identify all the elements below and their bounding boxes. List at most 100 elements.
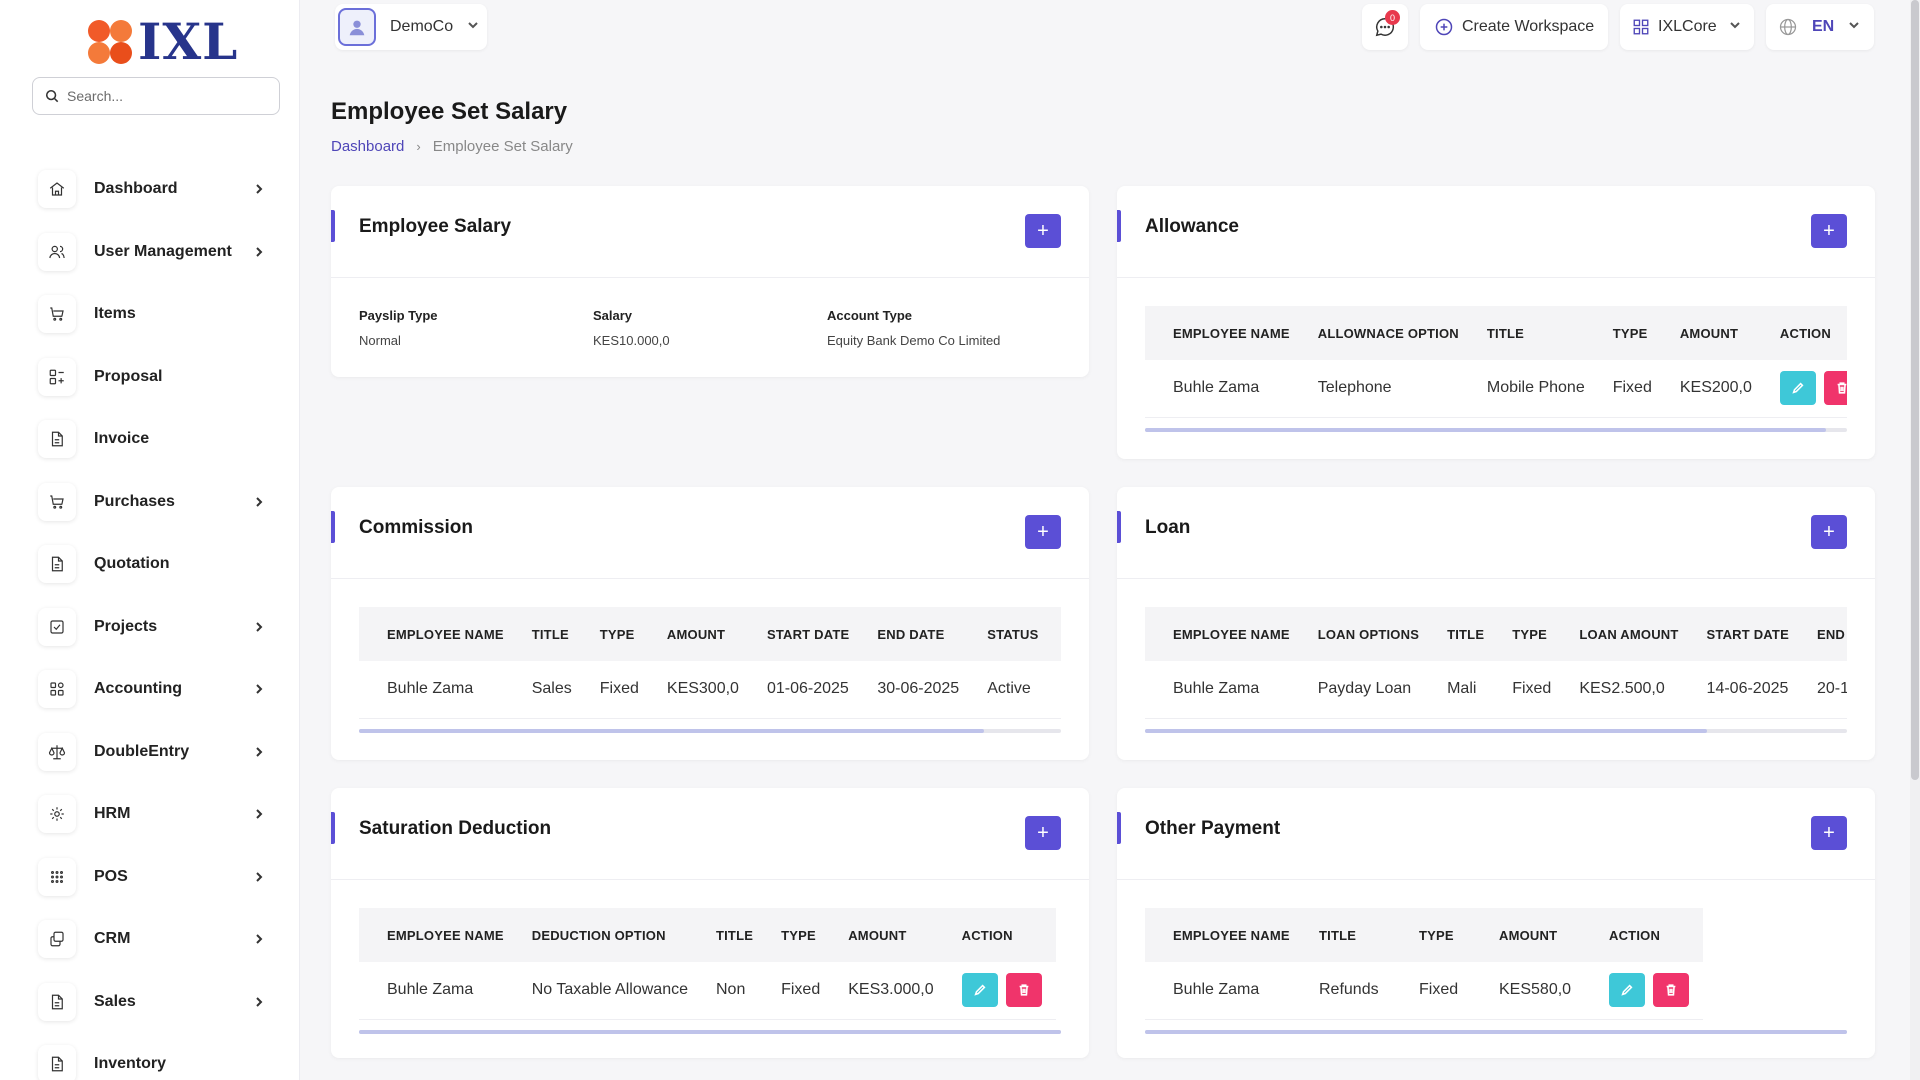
chevron-right-icon bbox=[252, 745, 266, 759]
sidebar-item-crm[interactable]: CRM bbox=[38, 908, 278, 971]
user-icon bbox=[349, 20, 365, 36]
scrollbar-thumb[interactable] bbox=[1145, 728, 1707, 733]
card-title: Commission bbox=[359, 517, 474, 538]
sidebar-item-label: HRM bbox=[94, 805, 131, 823]
field-value: KES10.000,0 bbox=[593, 333, 670, 348]
breadcrumb-current: Employee Set Salary bbox=[432, 138, 573, 155]
column-header: LOAN AMOUNT bbox=[1579, 626, 1679, 642]
delete-button[interactable] bbox=[1005, 973, 1042, 1008]
action-cell bbox=[1052, 661, 1061, 719]
sidebar-item-projects[interactable]: Projects bbox=[38, 596, 278, 659]
data-table: EMPLOYEE NAME LOAN OPTIONS TITLE TYPE LOAN A… bbox=[1145, 607, 1847, 719]
accent-bar bbox=[1117, 210, 1121, 242]
horizontal-scrollbar[interactable] bbox=[1145, 728, 1847, 733]
layers-icon bbox=[38, 920, 76, 959]
add-button[interactable]: + bbox=[1025, 515, 1061, 549]
edit-button[interactable] bbox=[1609, 973, 1645, 1008]
add-button[interactable]: + bbox=[1025, 816, 1061, 850]
edit-button[interactable] bbox=[961, 973, 998, 1008]
payslip-type-field: Payslip Type Normal bbox=[359, 308, 593, 348]
table-header-row: EMPLOYEE NAME DEDUCTION OPTION TITLE TYPE AM… bbox=[359, 908, 1056, 962]
card-header: Loan + bbox=[1117, 487, 1875, 579]
column-header: ACTION bbox=[961, 927, 1013, 943]
page-scrollbar[interactable] bbox=[1910, 0, 1920, 1080]
sidebar-item-label: DoubleEntry bbox=[94, 742, 190, 760]
column-header: DEDUCTION OPTION bbox=[531, 927, 666, 943]
column-header: LOAN OPTIONS bbox=[1317, 626, 1420, 642]
sidebar-item-label: Invoice bbox=[94, 430, 150, 448]
data-table: EMPLOYEE NAME TITLE TYPE AMOUNT START DATE EN… bbox=[359, 607, 1061, 719]
sidebar-item-purchases[interactable]: Purchases bbox=[38, 471, 278, 534]
language-switcher[interactable]: EN bbox=[1766, 4, 1874, 50]
scrollbar-thumb[interactable] bbox=[1145, 427, 1826, 432]
table-cell: 20-10 bbox=[1802, 661, 1847, 719]
sidebar-search bbox=[32, 77, 280, 115]
scrollbar-thumb[interactable] bbox=[1145, 1029, 1847, 1034]
horizontal-scrollbar[interactable] bbox=[359, 1029, 1061, 1034]
chevron-right-icon bbox=[252, 932, 266, 946]
horizontal-scrollbar[interactable] bbox=[1145, 427, 1847, 432]
notifications-button[interactable]: 0 bbox=[1362, 4, 1408, 50]
sidebar-item-proposal[interactable]: Proposal bbox=[38, 346, 278, 409]
add-button[interactable]: + bbox=[1811, 214, 1847, 248]
delete-button[interactable] bbox=[1823, 371, 1847, 406]
sidebar-item-inventory[interactable]: Inventory bbox=[38, 1033, 278, 1080]
proposal-icon bbox=[38, 357, 76, 396]
scrollbar-thumb[interactable] bbox=[1911, 0, 1919, 780]
data-table: EMPLOYEE NAME DEDUCTION OPTION TITLE TYPE AM… bbox=[359, 908, 1056, 1020]
delete-button[interactable] bbox=[1653, 973, 1689, 1008]
horizontal-scrollbar[interactable] bbox=[359, 728, 1061, 733]
trash-icon bbox=[1017, 983, 1031, 997]
chevron-right-icon bbox=[252, 495, 266, 509]
add-button[interactable]: + bbox=[1811, 515, 1847, 549]
logo[interactable]: IXL bbox=[86, 12, 238, 71]
table-cell: Mali bbox=[1433, 661, 1499, 719]
sidebar-item-doubleentry[interactable]: DoubleEntry bbox=[38, 721, 278, 784]
sidebar-item-sales[interactable]: Sales bbox=[38, 971, 278, 1034]
card-header: Other Payment + bbox=[1117, 788, 1875, 880]
sidebar-item-items[interactable]: Items bbox=[38, 283, 278, 346]
chevron-right-icon bbox=[252, 995, 266, 1009]
sidebar-item-pos[interactable]: POS bbox=[38, 846, 278, 909]
sidebar-nav: Dashboard User Management Items Proposal Inv… bbox=[38, 158, 278, 1080]
employee-salary-card: Employee Salary + Payslip Type Normal Sa… bbox=[331, 186, 1089, 377]
logo-mark-icon bbox=[86, 18, 134, 66]
sidebar-item-label: Items bbox=[94, 305, 136, 323]
scrollbar-thumb[interactable] bbox=[359, 1029, 1061, 1034]
column-header: TITLE bbox=[531, 626, 569, 642]
edit-button[interactable] bbox=[1779, 371, 1816, 406]
chevron-right-icon: › bbox=[416, 139, 421, 154]
table-cell: Buhle Zama bbox=[359, 661, 518, 719]
table-cell: Sales bbox=[517, 661, 586, 719]
field-label: Salary bbox=[593, 308, 633, 323]
other-payment-card: Other Payment + EMPLOYEE NAME TITLE TYPE AMOU… bbox=[1117, 788, 1875, 1058]
chevron-right-icon bbox=[252, 182, 266, 196]
table-container: EMPLOYEE NAME ALLOWNACE OPTION TITLE TYPE AM… bbox=[1145, 306, 1847, 432]
create-workspace-button[interactable]: Create Workspace bbox=[1420, 4, 1608, 50]
table-cell: Fixed bbox=[1405, 962, 1485, 1020]
create-workspace-label: Create Workspace bbox=[1462, 18, 1595, 35]
workspace-switcher[interactable]: IXLCore bbox=[1620, 4, 1754, 50]
horizontal-scrollbar[interactable] bbox=[1145, 1029, 1847, 1034]
company-switcher[interactable]: DemoCo bbox=[335, 4, 487, 50]
sidebar-item-user-management[interactable]: User Management bbox=[38, 221, 278, 284]
sidebar-item-hrm[interactable]: HRM bbox=[38, 783, 278, 846]
column-header: AMOUNT bbox=[666, 626, 726, 642]
field-label: Account Type bbox=[827, 308, 912, 323]
card-header: Saturation Deduction + bbox=[331, 788, 1089, 880]
table-cell: KES580,0 bbox=[1485, 962, 1595, 1020]
sidebar-item-dashboard[interactable]: Dashboard bbox=[38, 158, 278, 221]
add-salary-button[interactable]: + bbox=[1025, 214, 1061, 248]
sidebar-item-invoice[interactable]: Invoice bbox=[38, 408, 278, 471]
add-button[interactable]: + bbox=[1811, 816, 1847, 850]
sidebar-item-accounting[interactable]: Accounting bbox=[38, 658, 278, 721]
table-row: Buhle Zama Sales Fixed KES300,0 01-06-2025 30… bbox=[359, 661, 1061, 719]
search-input[interactable] bbox=[67, 88, 267, 104]
scrollbar-thumb[interactable] bbox=[359, 728, 984, 733]
column-header: AMOUNT bbox=[1499, 927, 1558, 943]
check-square-icon bbox=[38, 607, 76, 646]
sidebar-item-quotation[interactable]: Quotation bbox=[38, 533, 278, 596]
field-label: Payslip Type bbox=[359, 308, 438, 323]
sidebar-item-label: Purchases bbox=[94, 492, 175, 510]
breadcrumb-home-link[interactable]: Dashboard bbox=[331, 138, 405, 155]
